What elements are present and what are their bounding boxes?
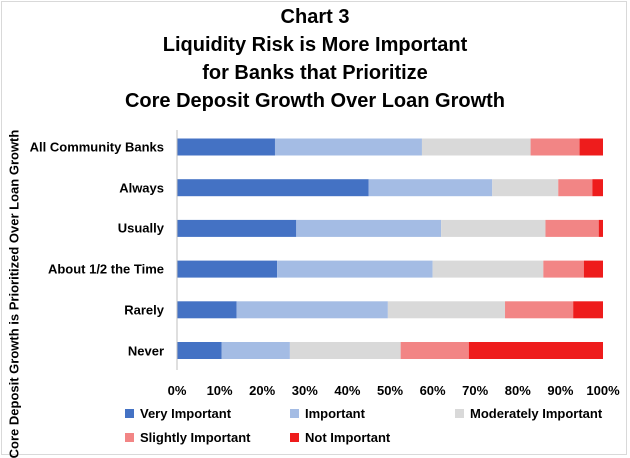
bar-usually-important — [296, 219, 442, 237]
legend-label: Not Important — [305, 430, 391, 445]
bar-rarely-moderately-important — [387, 301, 506, 319]
chart-title-line-3: for Banks that Prioritize — [202, 62, 428, 84]
x-tick-label: 80% — [504, 383, 531, 398]
chart-title-line-1: Chart 3 — [280, 6, 350, 28]
x-tick-label: 70% — [462, 383, 489, 398]
bar-all-community-banks-very-important — [177, 138, 275, 156]
bar-never-slightly-important — [400, 342, 469, 359]
category-label-all-community-banks: All Community Banks — [29, 139, 164, 155]
legend-label: Very Important — [140, 406, 232, 421]
bar-always-not-important — [592, 179, 603, 197]
bar-always-important — [368, 179, 493, 197]
legend-swatch — [125, 409, 134, 418]
legend-swatch — [125, 433, 134, 442]
bar-about-1-2-the-time-moderately-important — [432, 260, 544, 278]
x-tick-label: 50% — [376, 383, 404, 398]
bar-all-community-banks-not-important — [579, 138, 603, 156]
bar-usually-very-important — [177, 219, 297, 237]
legend-item-slightly-important: Slightly Important — [125, 430, 251, 445]
bar-rarely-slightly-important — [505, 301, 574, 319]
legend-swatch — [455, 409, 464, 418]
bar-usually-slightly-important — [545, 219, 599, 237]
bar-never-moderately-important — [289, 342, 401, 359]
bar-never-very-important — [177, 342, 222, 359]
bar-about-1-2-the-time-important — [277, 260, 433, 278]
bar-about-1-2-the-time-not-important — [583, 260, 603, 278]
bar-never-not-important — [468, 342, 603, 359]
legend-label: Slightly Important — [140, 430, 251, 445]
legend-item-moderately-important: Moderately Important — [455, 406, 602, 421]
category-label-about-1-2-the-time: About 1/2 the Time — [47, 261, 164, 277]
category-label-rarely: Rarely — [124, 302, 164, 318]
bar-all-community-banks-slightly-important — [530, 138, 580, 156]
bar-rarely-not-important — [573, 301, 603, 319]
category-label-usually: Usually — [117, 220, 164, 236]
bar-about-1-2-the-time-very-important — [177, 260, 278, 278]
category-label-always: Always — [119, 180, 164, 196]
bar-always-moderately-important — [492, 179, 559, 197]
x-tick-label: 90% — [547, 383, 574, 398]
bar-always-slightly-important — [558, 179, 593, 197]
x-tick-label: 100% — [586, 383, 620, 398]
legend-item-very-important: Very Important — [125, 406, 231, 421]
bar-usually-moderately-important — [441, 219, 546, 237]
bar-never-important — [221, 342, 290, 359]
x-tick-label: 0% — [167, 383, 187, 398]
bar-always-very-important — [177, 179, 369, 197]
bar-usually-not-important — [598, 219, 603, 237]
legend-swatch — [290, 409, 299, 418]
legend-label: Moderately Important — [470, 406, 603, 421]
x-tick-label: 30% — [291, 383, 318, 398]
category-label-never: Never — [127, 343, 164, 358]
bar-about-1-2-the-time-slightly-important — [543, 260, 584, 278]
chart-title-line-4: Core Deposit Growth Over Loan Growth — [124, 90, 506, 112]
legend-item-important: Important — [290, 406, 365, 421]
bar-all-community-banks-moderately-important — [421, 138, 531, 156]
bar-rarely-important — [236, 301, 388, 319]
bar-all-community-banks-important — [274, 138, 422, 156]
bar-rarely-very-important — [177, 301, 237, 319]
x-tick-label: 20% — [249, 383, 276, 398]
chart-title-line-2: Liquidity Risk is More Important — [162, 34, 468, 56]
legend-swatch — [290, 433, 299, 442]
x-tick-label: 60% — [419, 383, 446, 398]
x-tick-label: 10% — [206, 383, 233, 398]
legend-item-not-important: Not Important — [290, 430, 390, 445]
x-tick-label: 40% — [334, 383, 361, 398]
legend-label: Important — [305, 406, 365, 421]
